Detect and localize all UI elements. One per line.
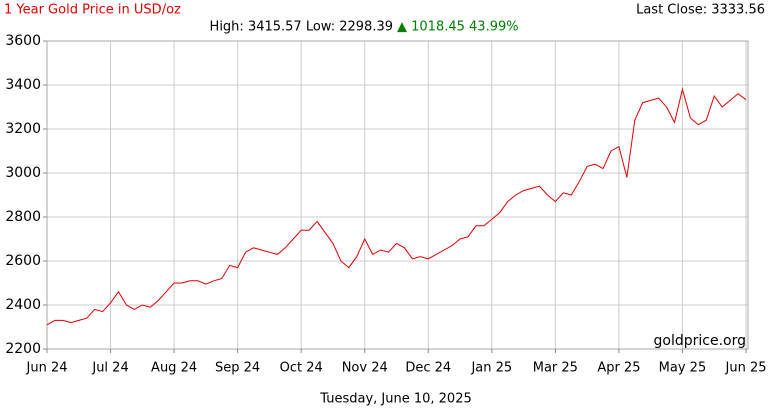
y-tick-label: 2400 xyxy=(5,297,41,313)
x-tick-label: Dec 24 xyxy=(405,361,451,376)
y-tick-label: 3200 xyxy=(5,121,41,137)
y-tick-label: 2600 xyxy=(5,253,41,269)
change: ▲ 1018.45 43.99% xyxy=(397,20,519,35)
last-close: Last Close: 3333.56 xyxy=(636,3,765,18)
date: Tuesday, June 10, 2025 xyxy=(319,392,472,407)
x-tick-label: Oct 24 xyxy=(280,361,323,376)
x-tick-label: Mar 25 xyxy=(533,361,578,376)
chart-title: 1 Year Gold Price in USD/oz xyxy=(4,3,181,18)
stats: High: 3415.57 Low: 2298.39 xyxy=(210,20,393,35)
x-tick-label: Nov 24 xyxy=(342,361,388,376)
x-tick-label: Apr 25 xyxy=(597,361,640,376)
y-tick-label: 2200 xyxy=(5,341,41,357)
x-tick-label: Jan 25 xyxy=(470,361,512,376)
x-tick-label: Sep 24 xyxy=(215,361,260,376)
y-tick-label: 3400 xyxy=(5,77,41,93)
source: goldprice.org xyxy=(654,333,746,349)
x-tick-label: May 25 xyxy=(659,361,707,376)
x-tick-label: Aug 24 xyxy=(151,361,197,376)
x-tick-label: Jun 25 xyxy=(725,361,767,376)
x-tick-label: Jun 24 xyxy=(26,361,68,376)
y-tick-label: 3000 xyxy=(5,165,41,181)
x-tick-label: Jul 24 xyxy=(91,361,128,376)
y-tick-label: 3600 xyxy=(5,33,41,49)
price-line xyxy=(46,87,747,326)
y-tick-label: 2800 xyxy=(5,209,41,225)
plot-frame xyxy=(46,40,749,350)
